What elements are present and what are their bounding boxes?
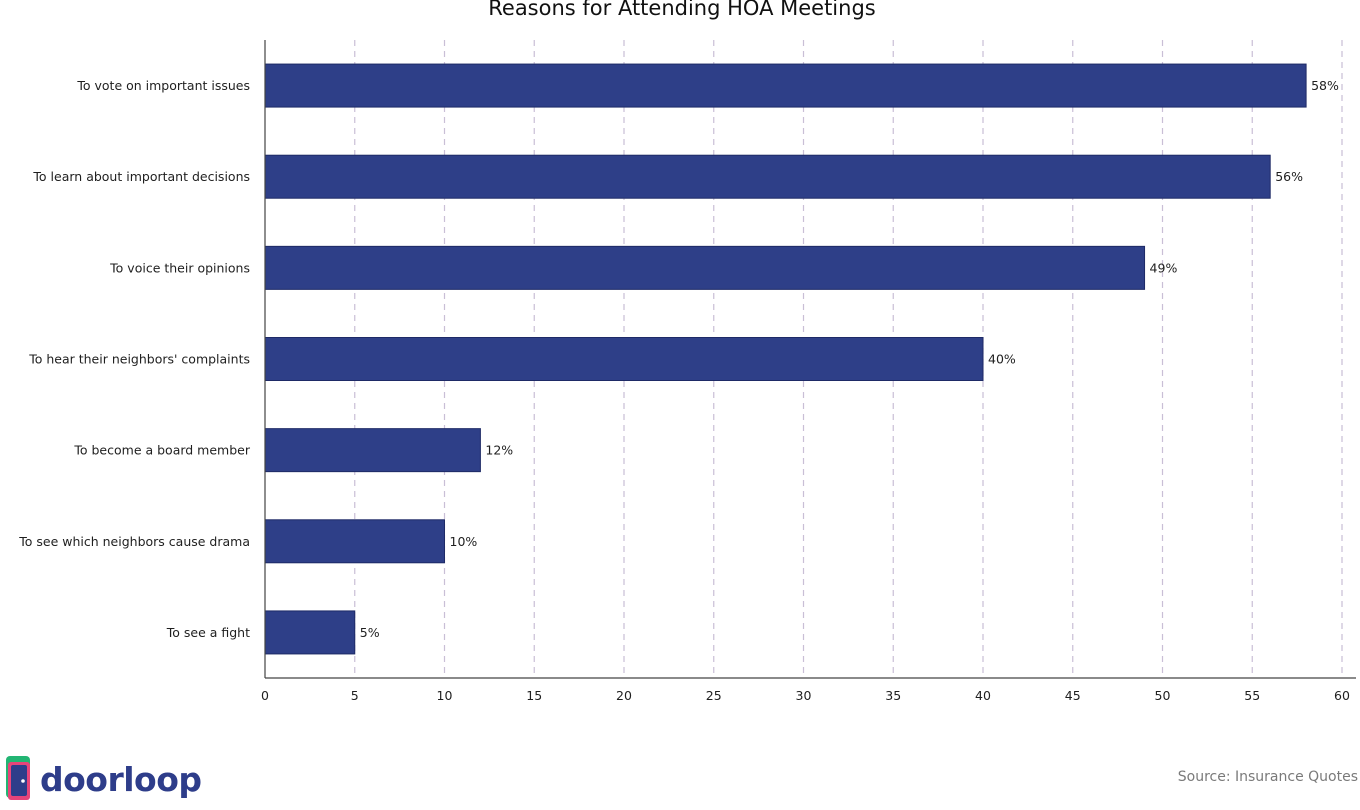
x-tick-label: 45 xyxy=(1065,688,1081,703)
data-label: 12% xyxy=(485,443,513,458)
data-label: 58% xyxy=(1311,78,1339,93)
category-label: To hear their neighbors' complaints xyxy=(28,352,250,367)
x-tick-label: 40 xyxy=(975,688,991,703)
bar xyxy=(264,154,1271,199)
category-label: To see which neighbors cause drama xyxy=(18,534,250,549)
bar xyxy=(264,519,445,564)
logo-text: doorloop xyxy=(40,759,202,799)
bar xyxy=(264,610,356,655)
x-tick-label: 55 xyxy=(1244,688,1260,703)
data-label: 10% xyxy=(450,534,478,549)
bar-chart: 0 5 10 15 20 25 30 35 40 45 50 55 60 To vote on impor… xyxy=(18,40,1356,703)
bars xyxy=(264,63,1307,655)
category-label: To vote on important issues xyxy=(76,78,250,93)
x-tick-label: 5 xyxy=(351,688,359,703)
data-label: 5% xyxy=(360,625,380,640)
bar xyxy=(264,428,481,473)
chart-title: Reasons for Attending HOA Meetings xyxy=(488,0,876,20)
x-tick-label: 10 xyxy=(437,688,453,703)
category-label: To become a board member xyxy=(73,443,250,458)
x-tick-label: 20 xyxy=(616,688,632,703)
labels: 0 5 10 15 20 25 30 35 40 45 50 55 60 To vote on impor… xyxy=(18,78,1350,703)
doorloop-logo: doorloop xyxy=(4,752,202,806)
x-tick-label: 35 xyxy=(885,688,901,703)
data-label: 49% xyxy=(1150,260,1178,275)
x-tick-label: 50 xyxy=(1155,688,1171,703)
bar xyxy=(264,63,1307,108)
category-label: To learn about important decisions xyxy=(32,169,250,184)
category-label: To voice their opinions xyxy=(109,260,250,275)
bar xyxy=(264,337,984,381)
x-tick-label: 30 xyxy=(796,688,812,703)
source-note: Source: Insurance Quotes xyxy=(1177,769,1358,785)
x-tick-label: 60 xyxy=(1334,688,1350,703)
category-label: To see a fight xyxy=(166,625,250,640)
data-label: 40% xyxy=(988,352,1016,367)
data-label: 56% xyxy=(1275,169,1303,184)
door-icon xyxy=(4,752,34,806)
axes xyxy=(264,40,1356,679)
bar xyxy=(264,245,1146,290)
x-tick-label: 0 xyxy=(261,688,269,703)
x-tick-label: 15 xyxy=(526,688,542,703)
x-tick-label: 25 xyxy=(706,688,722,703)
